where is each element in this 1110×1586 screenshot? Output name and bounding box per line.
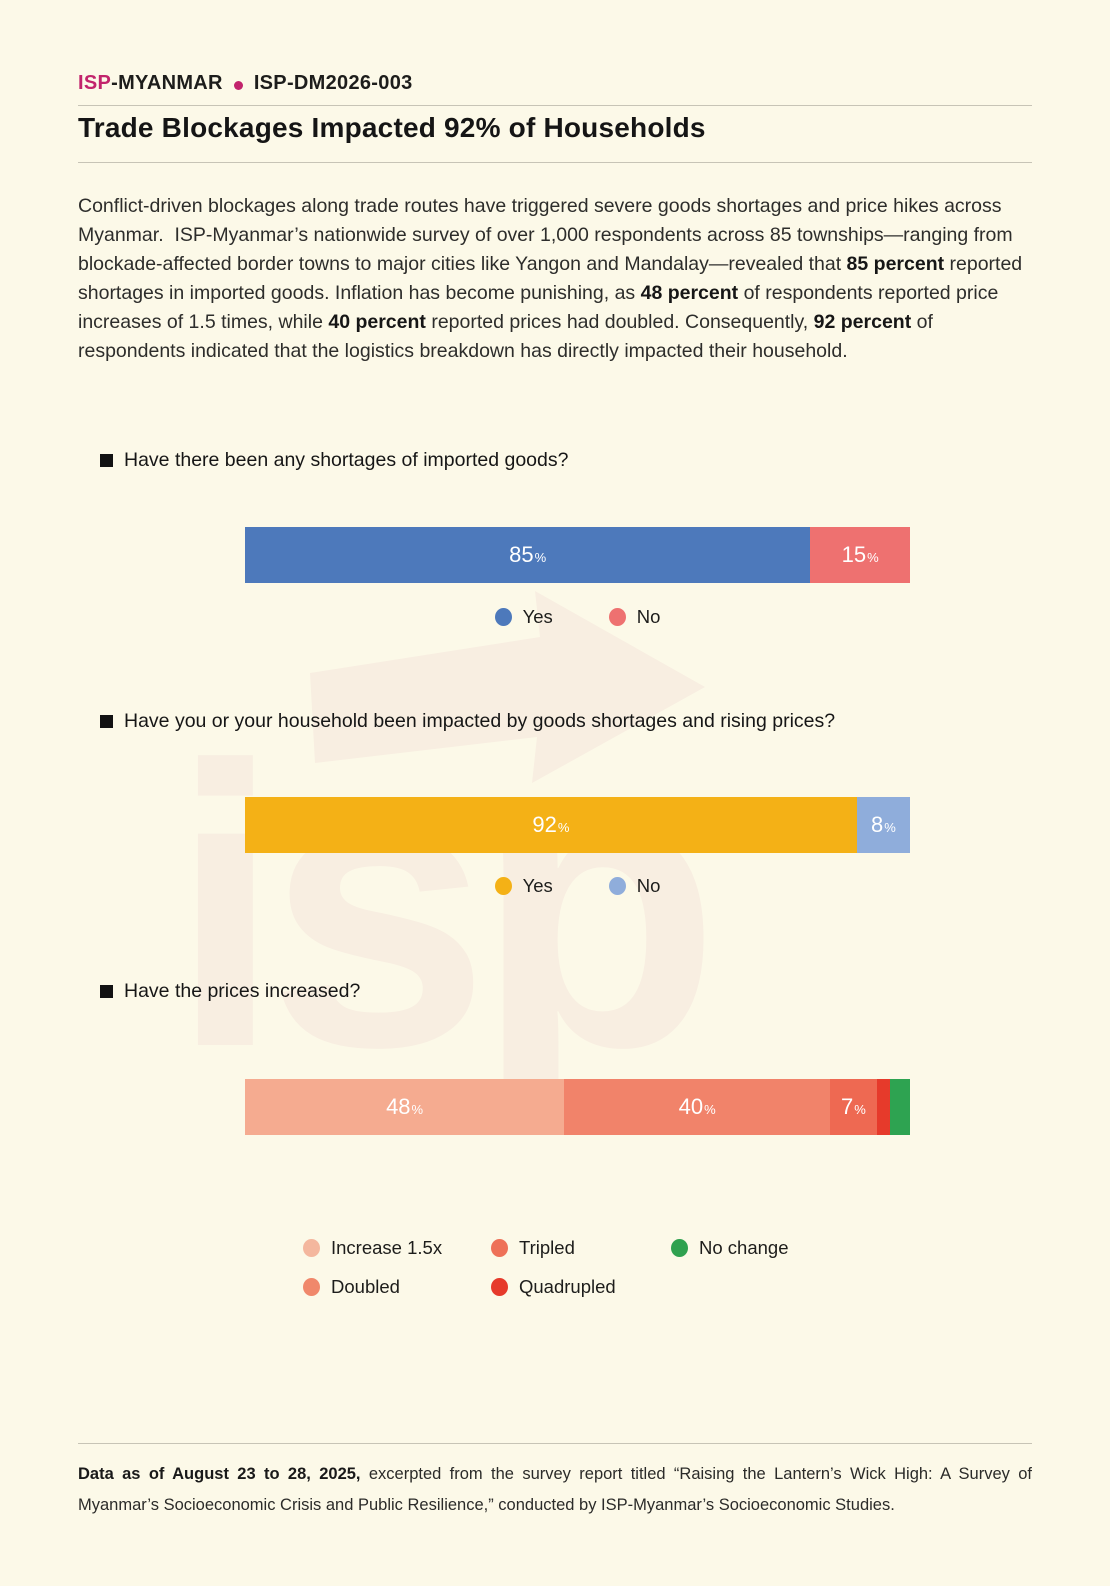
bar-segment-yes: 85%: [245, 527, 811, 583]
doc-id: ISP-DM2026-003: [253, 72, 413, 94]
legend-label: Yes: [522, 875, 553, 896]
question-household-impact: Have you or your household been impacted…: [100, 710, 835, 733]
bar-segment-value: 40%: [678, 1094, 716, 1119]
question-text: Have the prices increased?: [124, 980, 361, 1002]
legend-label: No change: [699, 1237, 789, 1258]
legend-item-increase-1-5x: Increase 1.5x: [303, 1237, 491, 1259]
bar-segment-tripled: 7%: [830, 1079, 877, 1135]
legend-dot-icon: [491, 1239, 508, 1257]
legend-household-impact: Yes No: [245, 875, 910, 897]
bar-segment-value: 85%: [509, 542, 547, 567]
bar-segment-increase-1-5x: 48%: [245, 1079, 565, 1135]
legend-item-doubled: Doubled: [303, 1276, 491, 1298]
bar-segment-no: 15%: [810, 527, 910, 583]
bar-segment-doubled: 40%: [564, 1079, 831, 1135]
divider-top: [78, 105, 1032, 106]
legend-item-no: No: [608, 606, 661, 628]
doc-header: ISP -MYANMAR ISP-DM2026-003: [78, 72, 413, 95]
legend-label: No: [636, 606, 661, 627]
legend-label: Quadrupled: [519, 1276, 616, 1297]
dot-separator-icon: [233, 81, 243, 90]
brand-myanmar: -MYANMAR: [111, 72, 223, 94]
bar-chart-prices-increased: 48% 40% 7%: [245, 1079, 910, 1135]
footer-source-note: Data as of August 23 to 28, 2025, excerp…: [78, 1465, 1032, 1514]
legend-label: Doubled: [331, 1276, 400, 1297]
bar-segment-value: 8%: [870, 812, 896, 837]
legend-shortages: Yes No: [245, 606, 910, 628]
legend-item-yes: Yes: [494, 606, 553, 628]
bar-chart-shortages: 85% 15%: [245, 527, 910, 583]
bar-segment-value: 48%: [386, 1094, 424, 1119]
legend-prices-increased: Increase 1.5x Tripled No change Doubled Quad…: [303, 1237, 788, 1298]
legend-label: No: [636, 875, 661, 896]
legend-dot-icon: [671, 1239, 688, 1257]
square-bullet-icon: [100, 454, 113, 467]
bar-segment-quadrupled: [876, 1079, 891, 1135]
divider-footer: [78, 1443, 1032, 1444]
legend-dot-icon: [491, 1278, 508, 1296]
legend-label: Yes: [522, 606, 553, 627]
question-shortages: Have there been any shortages of importe…: [100, 449, 568, 472]
bar-chart-household-impact: 92% 8%: [245, 797, 910, 853]
bar-segment-value: 15%: [841, 542, 879, 567]
bar-segment-yes: 92%: [245, 797, 857, 853]
legend-label: Tripled: [519, 1237, 575, 1258]
bar-segment-no: 8%: [856, 797, 910, 853]
square-bullet-icon: [100, 715, 113, 728]
question-text: Have there been any shortages of importe…: [124, 449, 569, 471]
question-prices-increased: Have the prices increased?: [100, 980, 360, 1003]
legend-item-no-change: No change: [671, 1237, 788, 1259]
legend-dot-icon: [303, 1239, 320, 1257]
legend-dot-icon: [608, 608, 626, 626]
brand-isp: ISP: [78, 72, 112, 94]
legend-item-tripled: Tripled: [491, 1237, 671, 1259]
bar-segment-value: 7%: [841, 1094, 866, 1119]
bar-segment-no-change: [890, 1079, 910, 1135]
square-bullet-icon: [100, 985, 113, 998]
page-title: Trade Blockages Impacted 92% of Househol…: [78, 112, 706, 143]
legend-item-no: No: [608, 875, 661, 897]
bar-segment-value: 92%: [532, 812, 570, 837]
intro-paragraph: Conflict-driven blockages along trade ro…: [78, 195, 1023, 362]
legend-item-yes: Yes: [494, 875, 553, 897]
legend-dot-icon: [608, 877, 626, 895]
question-text: Have you or your household been impacted…: [124, 710, 836, 732]
legend-label: Increase 1.5x: [331, 1237, 443, 1258]
legend-dot-icon: [303, 1278, 320, 1296]
legend-dot-icon: [494, 608, 512, 626]
legend-dot-icon: [494, 877, 512, 895]
divider-under-title: [78, 162, 1032, 163]
legend-item-quadrupled: Quadrupled: [491, 1276, 671, 1298]
